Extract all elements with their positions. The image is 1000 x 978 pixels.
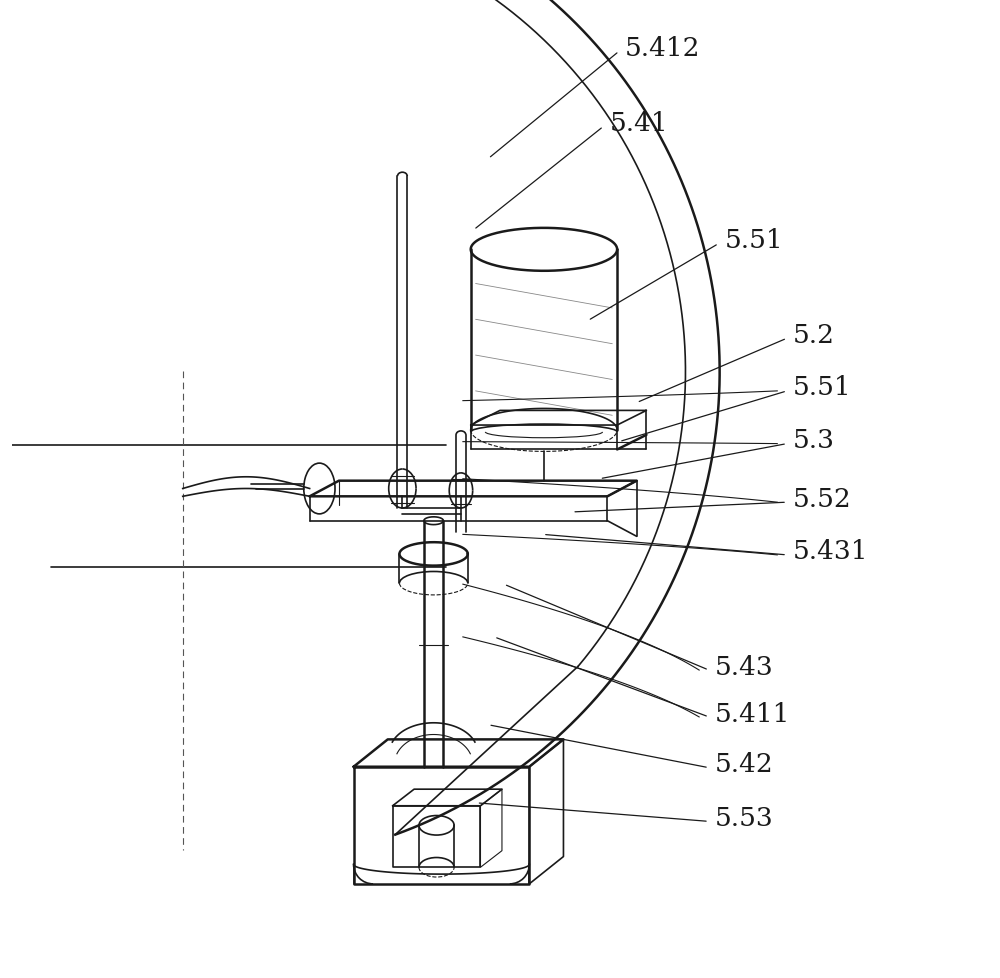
Text: 5.53: 5.53 xyxy=(715,805,774,830)
Text: 5.412: 5.412 xyxy=(625,36,700,61)
Text: 5.411: 5.411 xyxy=(715,701,790,726)
Text: 5.43: 5.43 xyxy=(715,654,774,679)
Text: 5.3: 5.3 xyxy=(793,427,835,453)
Text: 5.42: 5.42 xyxy=(715,751,774,777)
Text: 5.41: 5.41 xyxy=(609,111,668,136)
Text: 5.2: 5.2 xyxy=(793,323,835,347)
Text: 5.52: 5.52 xyxy=(793,486,852,511)
Text: 5.51: 5.51 xyxy=(793,376,851,400)
Text: 5.431: 5.431 xyxy=(793,539,868,564)
Text: 5.51: 5.51 xyxy=(725,228,783,252)
